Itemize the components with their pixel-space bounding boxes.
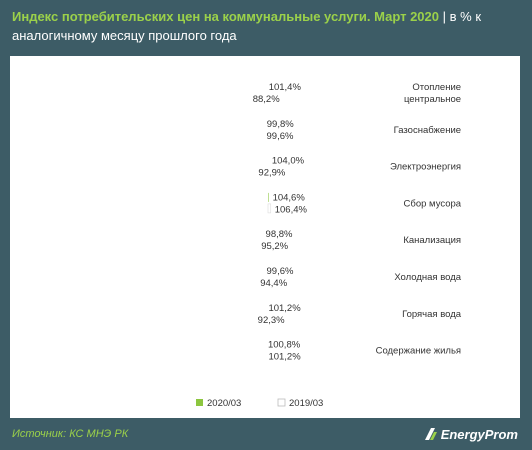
logo-icon — [424, 428, 437, 440]
data-label-2020: 101,2% — [268, 303, 301, 314]
legend-label-2019: 2019/03 — [289, 398, 323, 409]
data-label-2020: 101,4% — [269, 82, 302, 93]
data-label-2019: 88,2% — [253, 94, 280, 105]
bar-2020 — [268, 192, 269, 202]
legend-swatch-2019 — [277, 398, 286, 407]
category-label: Содержание жилья — [376, 346, 461, 357]
category-label: Газоснабжение — [394, 125, 461, 136]
logo-text: EnergyProm — [440, 426, 518, 442]
chart-panel: Отопление центральное 101,4% 88,2% Газоснабж… — [10, 56, 520, 418]
data-label-2020: 99,8% — [267, 119, 294, 130]
data-label-2020: 99,6% — [267, 266, 294, 277]
chart-title-unit: в % к аналогичному месяцу прошлого года — [12, 9, 482, 43]
title-separator: | — [442, 9, 447, 24]
data-label-2019: 99,6% — [267, 131, 294, 142]
category-label: Холодная вода — [394, 272, 461, 283]
data-label-2020: 98,8% — [266, 229, 293, 240]
data-label-2019: 106,4% — [275, 204, 308, 215]
legend-label-2020: 2020/03 — [207, 398, 241, 409]
energyprom-logo: EnergyProm — [422, 424, 518, 444]
category-label: Сбор мусора — [404, 198, 462, 209]
data-label-2019: 92,9% — [258, 168, 285, 179]
data-label-2020: 104,6% — [273, 192, 306, 203]
category-label: Отопление — [412, 82, 461, 93]
chart-title-main: Индекс потребительских цен на коммунальн… — [12, 9, 440, 24]
data-label-2020: 100,8% — [268, 340, 301, 351]
data-label-2019: 95,2% — [261, 241, 288, 252]
category-label: Канализация — [403, 235, 461, 246]
data-label-2019: 92,3% — [258, 315, 285, 326]
data-label-2019: 101,2% — [268, 352, 301, 363]
legend-swatch-2020 — [196, 399, 203, 406]
data-label-2019: 94,4% — [260, 278, 287, 289]
bar-2019 — [267, 203, 272, 214]
source-note: Источник: КС МНЭ РК — [12, 428, 129, 440]
category-label: Горячая вода — [402, 309, 462, 320]
category-label: Электроэнергия — [390, 162, 461, 173]
data-label-2020: 104,0% — [272, 156, 305, 167]
chart-title: Индекс потребительских цен на коммунальн… — [12, 7, 512, 45]
category-label: центральное — [404, 94, 461, 105]
